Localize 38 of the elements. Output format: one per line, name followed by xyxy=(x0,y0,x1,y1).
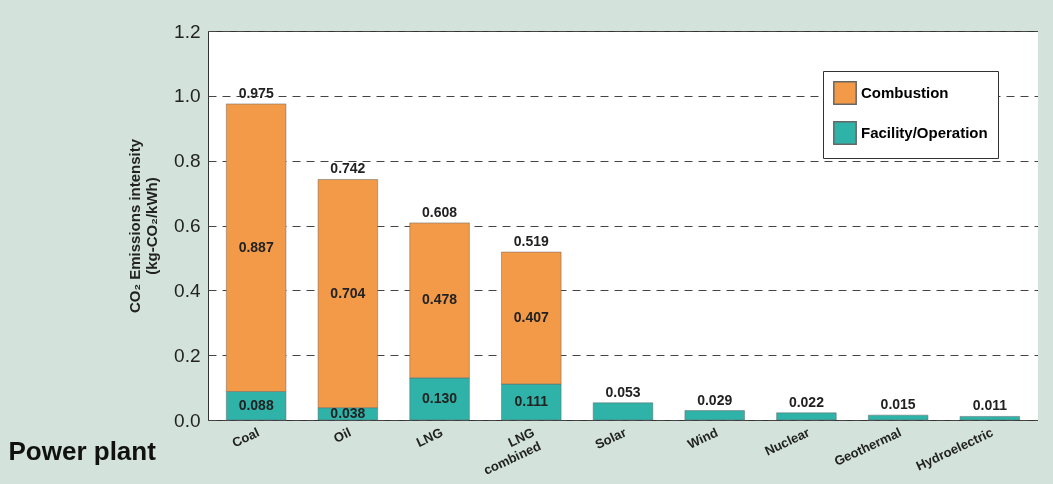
data-label: 0.478 xyxy=(422,291,458,308)
x-tick-label: Oil xyxy=(331,424,354,446)
data-label: 0.038 xyxy=(330,404,366,421)
bar xyxy=(959,416,1020,421)
total-label: 0.015 xyxy=(880,396,916,413)
x-tick-label: Solar xyxy=(592,424,629,453)
bar xyxy=(868,414,929,421)
x-tick-label: Coal xyxy=(229,424,262,451)
x-axis-title: Power plant xyxy=(8,435,157,466)
y-tick-label: 1.2 xyxy=(174,20,201,42)
total-label: 0.519 xyxy=(513,233,550,250)
y-tick-label: 0.0 xyxy=(174,409,201,431)
total-label: 0.975 xyxy=(238,84,274,101)
data-label: 0.111 xyxy=(514,393,549,410)
legend-label: Facility/Operation xyxy=(861,124,988,141)
total-label: 0.053 xyxy=(605,383,641,400)
data-label: 0.407 xyxy=(513,309,550,326)
data-label: 0.704 xyxy=(330,284,366,301)
data-label: 0.887 xyxy=(238,238,274,255)
bar xyxy=(776,412,837,421)
bar xyxy=(592,402,654,421)
y-axis-title: CO₂ Emissions intensity (kg-CO₂/kWh) xyxy=(126,138,161,314)
x-tick-label: LNG xyxy=(413,424,446,450)
data-label: 0.088 xyxy=(238,396,274,413)
y-tick-label: 0.2 xyxy=(174,344,201,366)
data-label: 0.130 xyxy=(422,389,458,406)
total-label: 0.029 xyxy=(697,391,733,408)
bar xyxy=(684,410,745,421)
total-label: 0.011 xyxy=(972,397,1008,414)
y-tick-label: 0.4 xyxy=(174,279,201,301)
total-label: 0.608 xyxy=(422,203,458,220)
y-tick-label: 0.8 xyxy=(174,150,201,172)
legend-label: Combustion xyxy=(861,84,949,101)
x-tick-label: Wind xyxy=(685,424,721,452)
y-tick-label: 1.0 xyxy=(174,85,201,107)
y-tick-label: 0.6 xyxy=(174,215,201,236)
total-label: 0.022 xyxy=(788,393,825,410)
total-label: 0.742 xyxy=(330,160,366,177)
